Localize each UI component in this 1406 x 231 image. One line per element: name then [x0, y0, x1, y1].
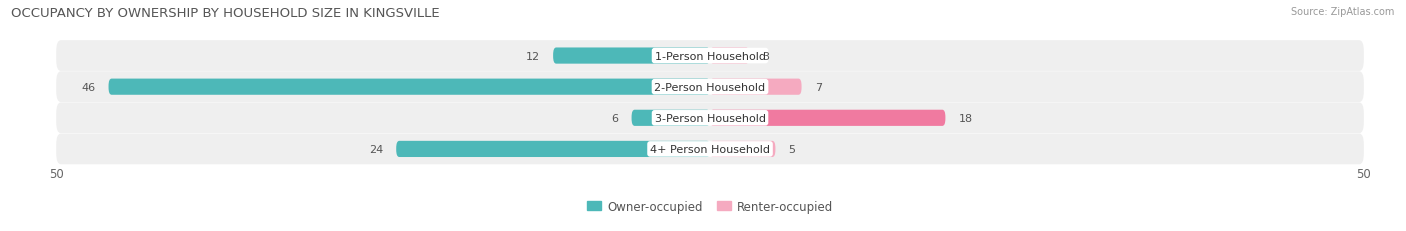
FancyBboxPatch shape	[710, 141, 776, 157]
FancyBboxPatch shape	[396, 141, 710, 157]
Text: 18: 18	[959, 113, 973, 123]
Text: 3: 3	[762, 51, 769, 61]
Text: 4+ Person Household: 4+ Person Household	[650, 144, 770, 154]
Text: 12: 12	[526, 51, 540, 61]
Text: 2-Person Household: 2-Person Household	[654, 82, 766, 92]
FancyBboxPatch shape	[108, 79, 710, 95]
Text: 5: 5	[789, 144, 796, 154]
FancyBboxPatch shape	[710, 110, 945, 126]
FancyBboxPatch shape	[710, 79, 801, 95]
FancyBboxPatch shape	[710, 48, 749, 64]
Text: 46: 46	[82, 82, 96, 92]
FancyBboxPatch shape	[56, 103, 1364, 134]
Text: 1-Person Household: 1-Person Household	[655, 51, 765, 61]
Text: 7: 7	[814, 82, 821, 92]
Text: 24: 24	[368, 144, 382, 154]
FancyBboxPatch shape	[553, 48, 710, 64]
FancyBboxPatch shape	[56, 41, 1364, 72]
Text: 3-Person Household: 3-Person Household	[655, 113, 765, 123]
Text: OCCUPANCY BY OWNERSHIP BY HOUSEHOLD SIZE IN KINGSVILLE: OCCUPANCY BY OWNERSHIP BY HOUSEHOLD SIZE…	[11, 7, 440, 20]
FancyBboxPatch shape	[56, 72, 1364, 103]
Text: 6: 6	[612, 113, 619, 123]
Legend: Owner-occupied, Renter-occupied: Owner-occupied, Renter-occupied	[582, 195, 838, 217]
FancyBboxPatch shape	[56, 134, 1364, 164]
Text: Source: ZipAtlas.com: Source: ZipAtlas.com	[1291, 7, 1395, 17]
FancyBboxPatch shape	[631, 110, 710, 126]
